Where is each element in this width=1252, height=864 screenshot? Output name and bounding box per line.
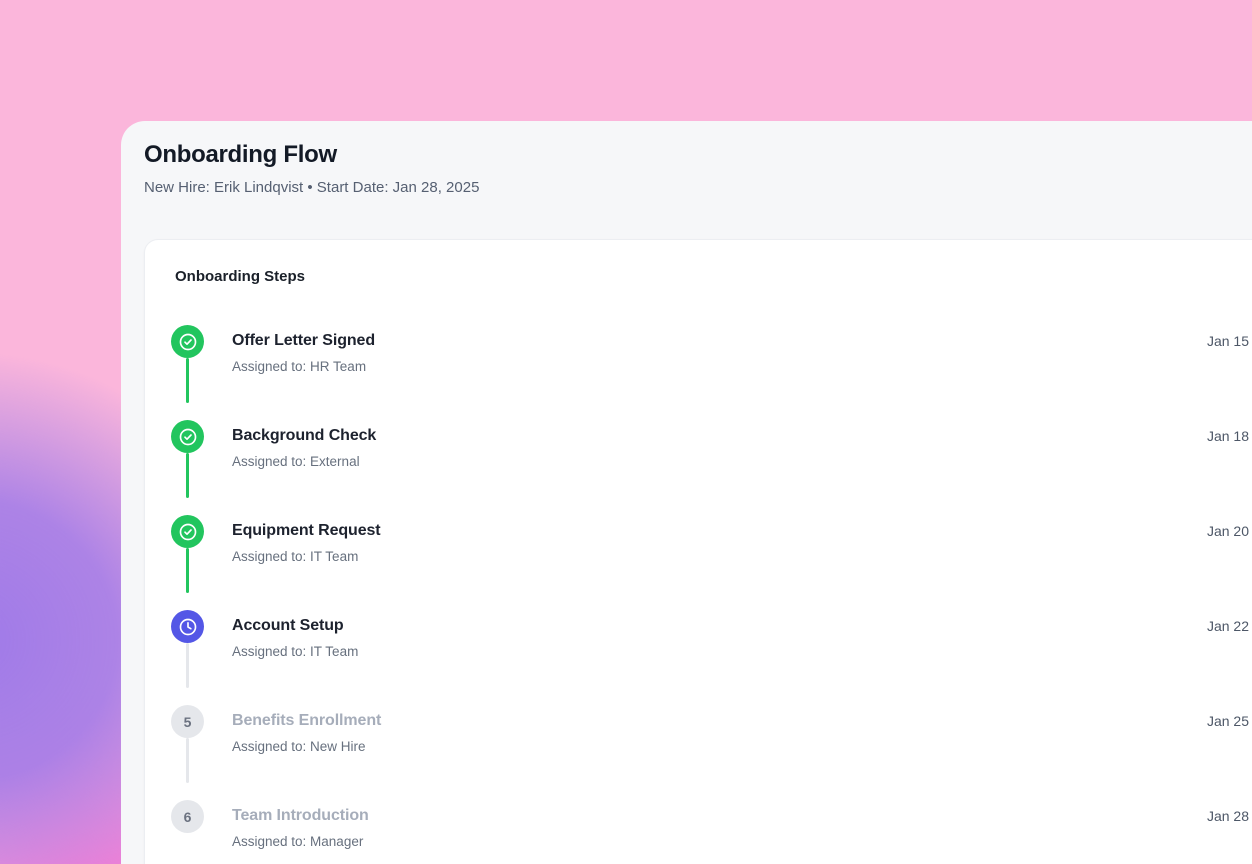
step-text: Benefits Enrollment Assigned to: New Hir… bbox=[232, 710, 381, 756]
step-status-marker bbox=[171, 325, 204, 358]
steps-timeline: Offer Letter Signed Assigned to: HR Team… bbox=[171, 325, 1252, 864]
step-date: Jan 22 bbox=[1206, 618, 1249, 634]
step-text: Background Check Assigned to: External bbox=[232, 425, 376, 471]
step-date: Jan 15 bbox=[1206, 333, 1249, 349]
step-row[interactable]: Account Setup Assigned to: IT Team Jan 2… bbox=[171, 610, 1252, 705]
step-status-marker bbox=[171, 610, 204, 643]
step-title: Benefits Enrollment bbox=[232, 712, 382, 729]
timeline-connector bbox=[186, 548, 189, 593]
step-row[interactable]: Background Check Assigned to: External J… bbox=[171, 420, 1252, 515]
step-number: 5 bbox=[183, 713, 192, 730]
step-status-marker bbox=[171, 515, 204, 548]
onboarding-steps-card: Onboarding Steps Offer Letter Signed Ass… bbox=[144, 239, 1252, 864]
page-subtitle: New Hire: Erik Lindqvist • Start Date: J… bbox=[144, 179, 480, 196]
step-title: Team Introduction bbox=[232, 807, 369, 824]
page-header: Onboarding Flow New Hire: Erik Lindqvist… bbox=[144, 140, 479, 199]
page-title: Onboarding Flow bbox=[144, 141, 337, 168]
step-row[interactable]: 5 Benefits Enrollment Assigned to: New H… bbox=[171, 705, 1252, 800]
clock-icon bbox=[179, 618, 196, 635]
step-date: Jan 18 bbox=[1206, 428, 1249, 444]
step-status-marker bbox=[171, 420, 204, 453]
step-assignee: Assigned to: Manager bbox=[232, 834, 364, 849]
check-circle-icon bbox=[179, 428, 196, 445]
step-assignee: Assigned to: IT Team bbox=[232, 549, 359, 564]
timeline-connector bbox=[186, 738, 189, 783]
step-text: Offer Letter Signed Assigned to: HR Team bbox=[232, 330, 375, 376]
step-assignee: Assigned to: IT Team bbox=[232, 644, 359, 659]
step-title: Offer Letter Signed bbox=[232, 332, 376, 349]
step-assignee: Assigned to: HR Team bbox=[232, 359, 367, 374]
step-title: Background Check bbox=[232, 427, 377, 444]
step-assignee: Assigned to: External bbox=[232, 454, 360, 469]
step-text: Equipment Request Assigned to: IT Team bbox=[232, 520, 381, 566]
timeline-connector bbox=[186, 643, 189, 688]
check-circle-icon bbox=[179, 333, 196, 350]
step-date: Jan 20 bbox=[1206, 523, 1249, 539]
step-date: Jan 25 bbox=[1206, 713, 1249, 729]
step-text: Team Introduction Assigned to: Manager bbox=[232, 805, 369, 851]
step-assignee: Assigned to: New Hire bbox=[232, 739, 366, 754]
timeline-connector bbox=[186, 453, 189, 498]
step-text: Account Setup Assigned to: IT Team bbox=[232, 615, 358, 661]
step-date: Jan 28 bbox=[1206, 808, 1249, 824]
step-title: Account Setup bbox=[232, 617, 344, 634]
step-row[interactable]: 6 Team Introduction Assigned to: Manager… bbox=[171, 800, 1252, 864]
timeline-connector bbox=[186, 358, 189, 403]
step-row[interactable]: Offer Letter Signed Assigned to: HR Team… bbox=[171, 325, 1252, 420]
step-number: 6 bbox=[183, 808, 192, 825]
step-title: Equipment Request bbox=[232, 522, 381, 539]
step-status-marker: 5 bbox=[171, 705, 204, 738]
step-row[interactable]: Equipment Request Assigned to: IT Team J… bbox=[171, 515, 1252, 610]
onboarding-flow-panel: Onboarding Flow New Hire: Erik Lindqvist… bbox=[121, 121, 1252, 864]
check-circle-icon bbox=[179, 523, 196, 540]
step-status-marker: 6 bbox=[171, 800, 204, 833]
card-heading: Onboarding Steps bbox=[175, 268, 306, 285]
